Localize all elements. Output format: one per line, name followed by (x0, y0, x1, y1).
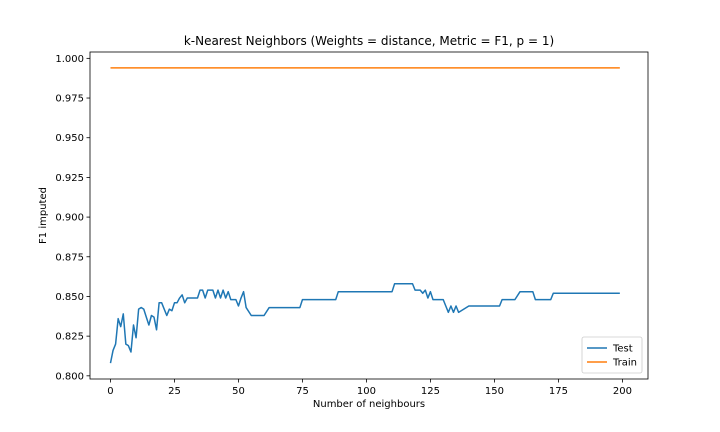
x-tick-label: 25 (168, 386, 181, 397)
x-tick-label: 200 (613, 386, 632, 397)
legend: Test Train (581, 336, 643, 374)
series-line-test (109, 283, 620, 364)
y-tick-label: 1.000 (55, 54, 84, 65)
chart-title: k-Nearest Neighbors (Weights = distance,… (184, 34, 554, 48)
y-tick-label: 0.975 (55, 94, 84, 105)
y-axis: 0.800 0.825 0.850 0.875 0.900 0.925 0.950 0.975… (55, 54, 90, 382)
x-tick-label: 0 (107, 386, 113, 397)
x-tick-label: 125 (421, 386, 440, 397)
x-axis-label: Number of neighbours (313, 399, 425, 410)
y-tick-label: 0.925 (55, 173, 84, 184)
x-tick-label: 50 (232, 386, 245, 397)
y-tick-label: 0.825 (55, 332, 84, 343)
y-axis-label: F1 imputed (38, 187, 49, 244)
y-tick-label: 0.850 (55, 292, 84, 303)
y-tick-label: 0.875 (55, 252, 84, 263)
x-tick-label: 75 (296, 386, 309, 397)
series-layer (109, 67, 620, 364)
x-axis: 0 25 50 75 100 125 150 175 200 (107, 379, 632, 397)
y-tick-label: 0.800 (55, 371, 84, 382)
x-tick-label: 175 (549, 386, 568, 397)
legend-label-test: Test (612, 344, 633, 355)
y-tick-label: 0.900 (55, 213, 84, 224)
x-tick-label: 150 (485, 386, 504, 397)
plot-frame (89, 51, 649, 380)
legend-label-train: Train (612, 358, 637, 369)
y-tick-label: 0.950 (55, 133, 84, 144)
legend-box (581, 336, 643, 374)
x-tick-label: 100 (357, 386, 376, 397)
